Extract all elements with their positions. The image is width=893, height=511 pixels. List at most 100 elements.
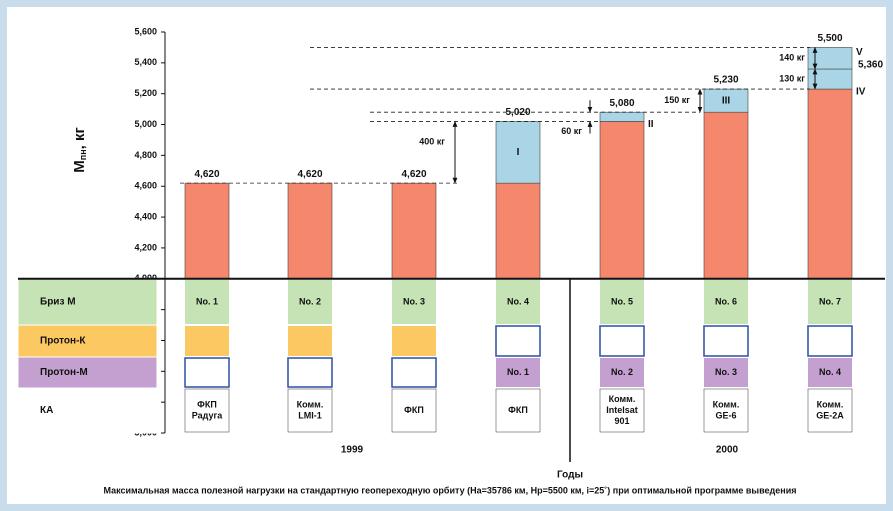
cell-text: No. 1 [507, 367, 529, 377]
row-header [17, 356, 158, 389]
table-cell [703, 325, 749, 357]
cell-text: Комм. [297, 399, 324, 409]
bar-base [391, 182, 437, 280]
delta-label: 60 кг [561, 126, 582, 136]
table-cell [288, 279, 332, 324]
row-label: Бриз М [40, 297, 76, 308]
segment-label: III [722, 95, 731, 106]
table-cell [287, 388, 333, 433]
table-cell [288, 326, 332, 356]
row-header [17, 387, 158, 434]
cell-text: ФКП [404, 405, 424, 415]
x-axis-label: Годы [557, 470, 583, 481]
bar-base [495, 182, 541, 280]
table-cell [496, 358, 540, 387]
table-cell [600, 279, 644, 324]
bar-base [287, 182, 333, 280]
table-cell [185, 326, 229, 356]
bar-increment [495, 121, 541, 184]
delta-label: 150 кг [664, 95, 690, 105]
cell-text: Комм. [713, 399, 740, 409]
table-cell [599, 388, 645, 433]
cell-text: GE-2A [816, 410, 844, 420]
table-cell [184, 357, 230, 388]
cell-text: No. 3 [715, 367, 737, 377]
bar-increment [599, 111, 645, 122]
cell-text: No. 6 [715, 296, 737, 306]
year-label: 2000 [716, 445, 739, 456]
y-label-main: М [71, 160, 88, 173]
table-cell [287, 357, 333, 388]
cell-text: No. 7 [819, 296, 841, 306]
cell-text: Радуга [192, 410, 223, 420]
total-label: 4,620 [297, 169, 322, 180]
row-label: Протон-К [40, 336, 86, 347]
row-label: Протон-М [40, 367, 88, 378]
delta-label: 130 кг [779, 73, 805, 83]
total-label: 4,620 [401, 169, 426, 180]
cell-text: Комм. [609, 394, 636, 404]
table-cell [808, 358, 852, 387]
y-tick-label: 4,800 [134, 150, 157, 160]
segment-label: V [856, 47, 863, 58]
table-cell [391, 388, 437, 433]
table-cell [185, 279, 229, 324]
extra-label: 5,360 [858, 60, 883, 71]
year-label: 1999 [341, 445, 364, 456]
cell-text: No. 4 [819, 367, 841, 377]
y-tick-label: 5,200 [134, 88, 157, 98]
y-axis-label: Мпн, кг [71, 127, 88, 172]
cell-text: LMI-1 [298, 410, 322, 420]
cell-text: No. 2 [611, 367, 633, 377]
y-label-sub: пн [78, 149, 88, 160]
cell-text: 901 [614, 416, 629, 426]
cell-text: No. 5 [611, 296, 633, 306]
table-cell [184, 388, 230, 433]
segment-label: II [648, 119, 654, 130]
table-cell [392, 279, 436, 324]
cell-text: No. 3 [403, 296, 425, 306]
y-label-unit: , кг [71, 127, 88, 149]
table-cell [391, 357, 437, 388]
total-label: 5,230 [713, 75, 738, 86]
segment-label: IV [856, 87, 866, 98]
delta-label: 400 кг [419, 137, 445, 147]
total-label: 4,620 [194, 169, 219, 180]
caption: Максимальная масса полезной нагрузки на … [104, 485, 797, 495]
delta-label: 140 кг [779, 53, 805, 63]
cell-text: ФКП [197, 399, 217, 409]
table-cell [704, 279, 748, 324]
y-tick-label: 4,600 [134, 181, 157, 191]
y-tick-label: 5,000 [134, 119, 157, 129]
row-label: КА [40, 405, 53, 416]
bar-increment [807, 47, 853, 70]
bar-base [599, 121, 645, 280]
table-cell [808, 279, 852, 324]
cell-text: ФКП [508, 405, 528, 415]
cell-text: Комм. [817, 399, 844, 409]
cell-text: No. 4 [507, 296, 529, 306]
cell-text: Intelsat [606, 405, 638, 415]
table-cell [807, 325, 853, 357]
table-cell [392, 326, 436, 356]
table-cell [807, 388, 853, 433]
y-tick-label: 5,400 [134, 57, 157, 67]
cell-text: GE-6 [715, 410, 736, 420]
table-cell [599, 325, 645, 357]
total-label: 5,080 [609, 98, 634, 109]
bar-base [807, 88, 853, 280]
row-header [17, 324, 158, 358]
bar-base [703, 111, 749, 280]
table-cell [495, 325, 541, 357]
segment-label: I [517, 147, 520, 158]
table-cell [703, 388, 749, 433]
y-tick-label: 4,200 [134, 242, 157, 252]
row-header [17, 278, 158, 326]
table-cell [495, 388, 541, 433]
total-label: 5,500 [817, 33, 842, 44]
cell-text: No. 2 [299, 296, 321, 306]
table-cell [600, 358, 644, 387]
table-cell [496, 279, 540, 324]
bar-base [184, 182, 230, 280]
